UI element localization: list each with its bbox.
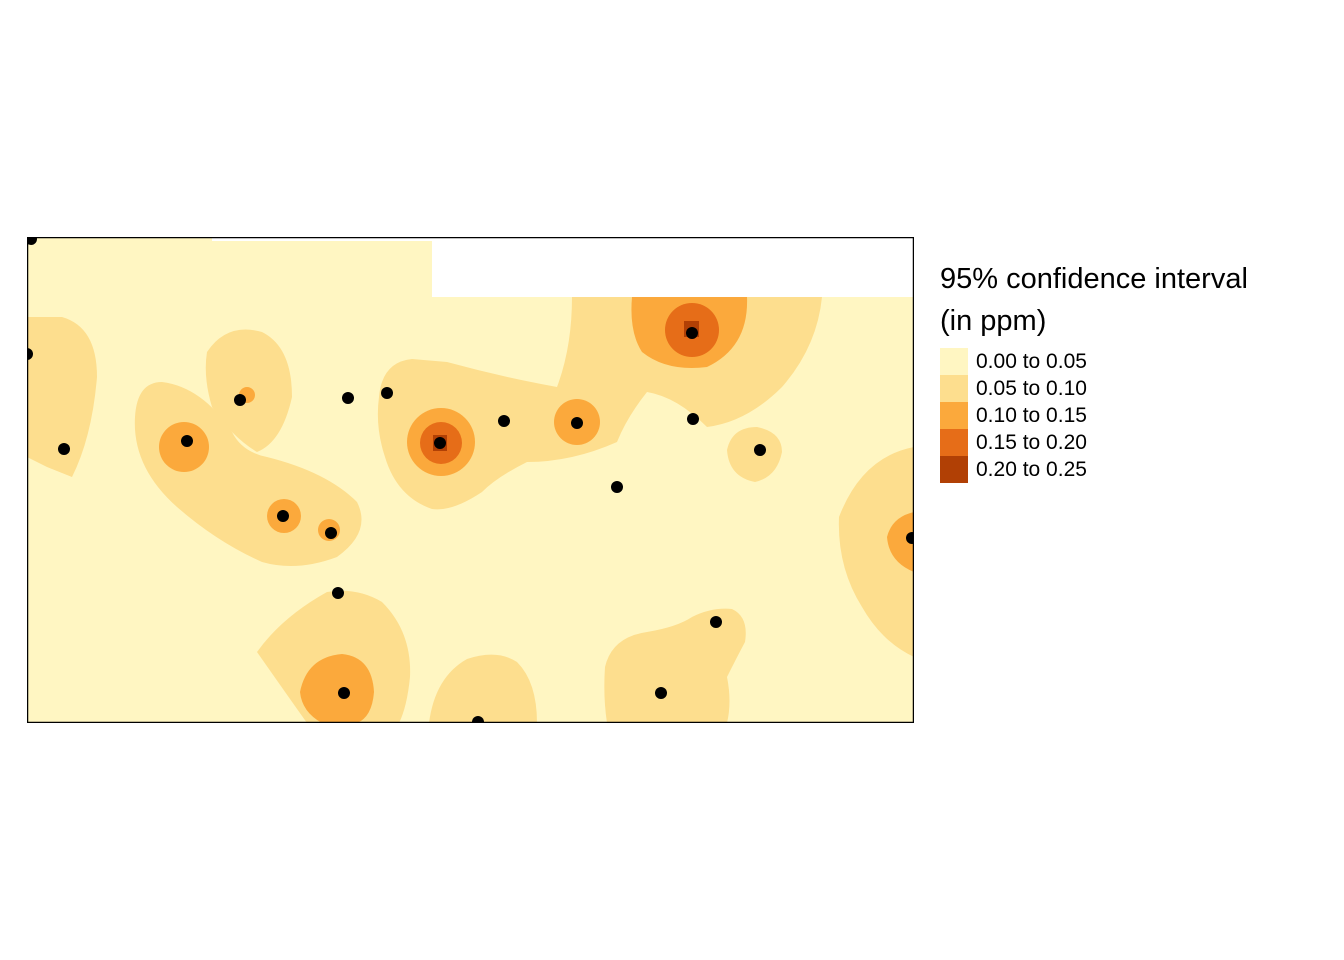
- legend-swatch: [940, 456, 968, 483]
- legend-label: 0.10 to 0.15: [976, 403, 1087, 427]
- sample-point: [27, 237, 37, 245]
- sample-point: [234, 394, 246, 406]
- zone-west: [27, 317, 97, 477]
- zone-south-center: [429, 654, 537, 723]
- legend-swatch: [940, 348, 968, 375]
- sample-point: [687, 413, 699, 425]
- legend-item: 0.00 to 0.05: [940, 348, 1320, 375]
- sample-point: [686, 327, 698, 339]
- legend-item: 0.10 to 0.15: [940, 402, 1320, 429]
- legend: 95% confidence interval (in ppm) 0.00 to…: [940, 258, 1320, 483]
- sample-point: [434, 437, 446, 449]
- legend-title-line1: 95% confidence interval: [940, 263, 1248, 295]
- legend-items: 0.00 to 0.05 0.05 to 0.10 0.10 to 0.15 0…: [940, 348, 1320, 483]
- map-frame-border: [26, 236, 915, 724]
- legend-label: 0.05 to 0.10: [976, 376, 1087, 400]
- legend-item: 0.05 to 0.10: [940, 375, 1320, 402]
- legend-label: 0.00 to 0.05: [976, 349, 1087, 373]
- zone-east-small: [727, 427, 782, 482]
- zone-east: [838, 447, 914, 657]
- sample-point: [338, 687, 350, 699]
- sample-point: [342, 392, 354, 404]
- legend-swatch: [940, 375, 968, 402]
- legend-title-line2: (in ppm): [940, 305, 1047, 337]
- sample-point: [906, 532, 914, 544]
- zone-southeast: [604, 608, 746, 723]
- sample-point: [754, 444, 766, 456]
- sample-point: [27, 348, 33, 360]
- sample-point: [611, 481, 623, 493]
- sample-point: [332, 587, 344, 599]
- sample-point: [277, 510, 289, 522]
- sample-point: [325, 527, 337, 539]
- sample-point: [710, 616, 722, 628]
- legend-item: 0.15 to 0.20: [940, 429, 1320, 456]
- sample-point: [181, 435, 193, 447]
- sample-point: [498, 415, 510, 427]
- sample-point: [655, 687, 667, 699]
- sample-points: [27, 237, 914, 723]
- legend-swatch: [940, 429, 968, 456]
- sample-point: [381, 387, 393, 399]
- legend-label: 0.20 to 0.25: [976, 457, 1087, 481]
- sample-point: [58, 443, 70, 455]
- legend-label: 0.15 to 0.20: [976, 430, 1087, 454]
- legend-swatch: [940, 402, 968, 429]
- confidence-interval-map: [26, 236, 915, 724]
- sample-point: [472, 716, 484, 723]
- legend-item: 0.20 to 0.25: [940, 456, 1320, 483]
- sample-point: [571, 417, 583, 429]
- map-panel: [26, 236, 915, 724]
